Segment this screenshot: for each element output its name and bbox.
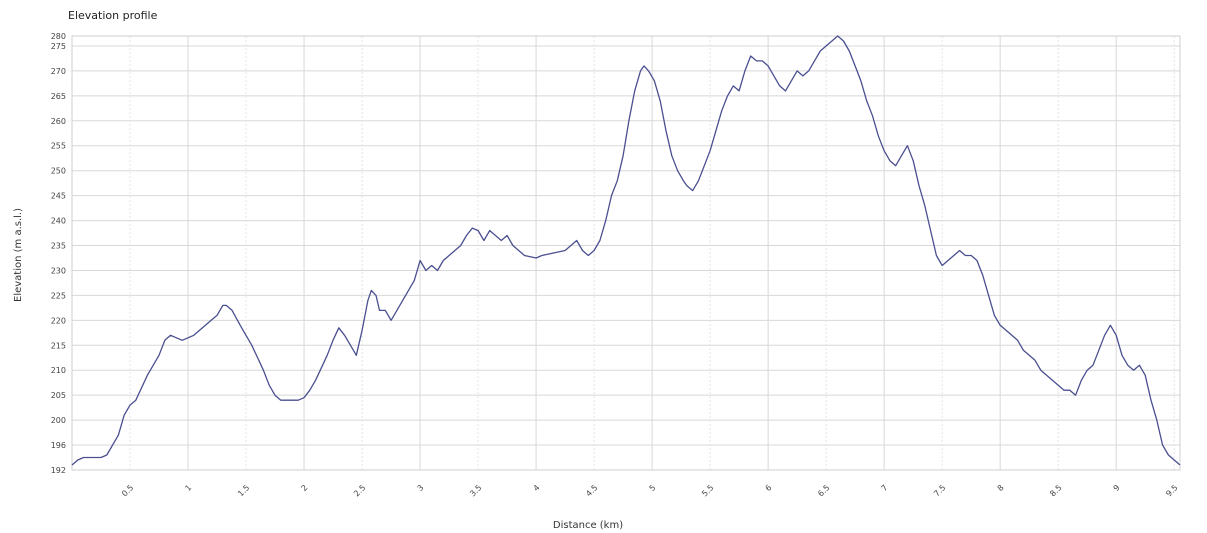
y-tick-label: 200 xyxy=(51,416,66,425)
x-tick-label: 8.5 xyxy=(1048,483,1063,498)
x-tick-label: 3 xyxy=(416,483,426,493)
y-tick-label: 275 xyxy=(51,42,66,51)
y-axis-ticks: 192 196 200 205 210 215 220 225 230 235 240 245 250 2… xyxy=(51,32,66,475)
x-tick-label: 4.5 xyxy=(584,483,599,498)
y-tick-label: 280 xyxy=(51,32,66,41)
grid xyxy=(72,35,1180,471)
y-tick-label: 250 xyxy=(51,167,66,176)
y-tick-label: 270 xyxy=(51,67,66,76)
y-tick-label: 215 xyxy=(51,341,66,350)
x-tick-label: 9 xyxy=(1112,483,1122,493)
y-tick-label: 196 xyxy=(51,441,66,450)
x-tick-label: 8 xyxy=(996,483,1006,493)
x-tick-label: 6.5 xyxy=(816,483,831,498)
y-tick-label: 225 xyxy=(51,291,66,300)
y-axis-label: Elevation (m a.s.l.) xyxy=(13,208,24,302)
y-tick-label: 255 xyxy=(51,142,66,151)
plot-frame xyxy=(71,35,1181,471)
y-tick-label: 192 xyxy=(51,466,66,475)
x-tick-label: 7.5 xyxy=(932,483,947,498)
x-tick-label: 2.5 xyxy=(352,483,367,498)
x-tick-label: 5 xyxy=(648,483,658,493)
y-tick-label: 235 xyxy=(51,242,66,251)
x-tick-label: 4 xyxy=(532,483,542,493)
x-tick-label: 6 xyxy=(764,483,774,493)
y-tick-label: 260 xyxy=(51,117,66,126)
y-tick-label: 245 xyxy=(51,192,66,201)
chart-title: Elevation profile xyxy=(68,9,158,22)
y-tick-label: 230 xyxy=(51,266,66,275)
x-tick-label: 1.5 xyxy=(236,483,251,498)
y-tick-label: 220 xyxy=(51,316,66,325)
elevation-line xyxy=(71,35,1181,466)
y-tick-label: 205 xyxy=(51,391,66,400)
x-tick-label: 9.5 xyxy=(1164,483,1179,498)
x-tick-label: 0.5 xyxy=(120,483,135,498)
x-tick-label: 3.5 xyxy=(468,483,483,498)
y-tick-label: 265 xyxy=(51,92,66,101)
y-tick-label: 240 xyxy=(51,217,66,226)
x-axis-ticks: 0.5 1 1.5 2 2.5 3 3.5 4 4.5 5 5.5 6 6.5 7 7.5 8 8.5 9 9.5 xyxy=(120,483,1180,498)
x-axis-label: Distance (km) xyxy=(553,520,623,531)
x-tick-label: 5.5 xyxy=(700,483,715,498)
x-tick-label: 2 xyxy=(299,483,309,493)
y-tick-label: 210 xyxy=(51,366,66,375)
x-tick-label: 7 xyxy=(880,483,890,493)
x-tick-label: 1 xyxy=(183,483,193,493)
